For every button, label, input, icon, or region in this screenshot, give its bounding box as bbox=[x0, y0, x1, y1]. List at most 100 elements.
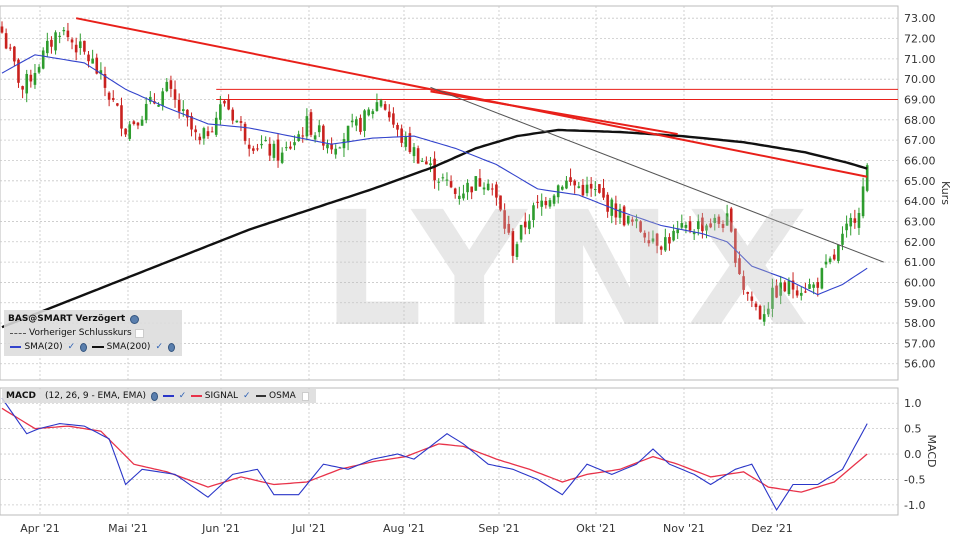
candle-body bbox=[41, 50, 45, 69]
check-icon[interactable]: ✓ bbox=[178, 391, 187, 401]
check-icon[interactable]: ✓ bbox=[155, 342, 163, 352]
candle-body bbox=[523, 221, 527, 228]
candle-body bbox=[532, 205, 535, 221]
candle-body bbox=[548, 200, 552, 207]
candle-body bbox=[91, 58, 94, 64]
candle-body bbox=[243, 123, 247, 141]
candle-body bbox=[569, 177, 572, 182]
macd-legend-params: (12, 26, 9 - EMA, EMA) bbox=[45, 391, 147, 401]
macd-panel bbox=[0, 387, 899, 516]
candle-body bbox=[668, 237, 671, 244]
legend-sma200: SMA(200) bbox=[106, 342, 151, 352]
candle-body bbox=[120, 105, 123, 129]
candle-body bbox=[767, 308, 770, 315]
candle-body bbox=[177, 99, 181, 112]
price-legend: BAS@SMART Verzögert Vorheriger Schlussku… bbox=[4, 310, 182, 356]
candle-body bbox=[165, 81, 169, 92]
candle-body bbox=[655, 233, 659, 246]
candle-body bbox=[647, 240, 651, 244]
candle-body bbox=[305, 116, 309, 137]
legend-sma20: SMA(20) bbox=[24, 342, 63, 352]
candle-body bbox=[116, 103, 119, 106]
candle-body bbox=[359, 117, 362, 132]
candle-body bbox=[845, 223, 848, 231]
globe-icon[interactable] bbox=[130, 314, 140, 324]
sma20-swatch-icon bbox=[10, 346, 22, 348]
candle-body bbox=[186, 109, 189, 118]
macd-tick-label: -1.0 bbox=[904, 499, 925, 512]
candle-body bbox=[383, 104, 387, 110]
candle-body bbox=[301, 135, 305, 137]
candle-body bbox=[392, 113, 395, 125]
candle-body bbox=[453, 188, 457, 194]
candle-body bbox=[37, 67, 41, 73]
candle-body bbox=[503, 210, 506, 229]
candle-body bbox=[738, 258, 741, 275]
candle-body bbox=[573, 180, 576, 186]
candle-body bbox=[598, 184, 601, 193]
price-tick-label: 71.00 bbox=[904, 53, 936, 66]
candle-body bbox=[309, 112, 313, 135]
month-tick-label: Jul '21 bbox=[291, 522, 326, 535]
candle-body bbox=[375, 102, 379, 111]
candle-body bbox=[631, 219, 634, 222]
candle-body bbox=[441, 177, 445, 179]
candle-body bbox=[865, 165, 869, 191]
check-icon[interactable]: ✓ bbox=[67, 342, 76, 352]
month-tick-label: Okt '21 bbox=[576, 522, 616, 535]
candle-body bbox=[338, 147, 342, 149]
candle-body bbox=[289, 146, 292, 149]
candle-body bbox=[832, 254, 836, 260]
candle-body bbox=[849, 217, 853, 227]
check-icon[interactable]: ✓ bbox=[243, 391, 251, 401]
candle-body bbox=[346, 125, 350, 143]
lynx-watermark: LYNX bbox=[322, 178, 823, 362]
candle-body bbox=[21, 86, 24, 90]
price-tick-label: 72.00 bbox=[904, 33, 936, 46]
candle-body bbox=[561, 186, 564, 190]
candle-body bbox=[355, 119, 358, 126]
candle-body bbox=[78, 41, 82, 49]
macd-legend-osma: OSMA bbox=[269, 391, 296, 401]
candle-body bbox=[692, 231, 696, 235]
candle-body bbox=[495, 184, 498, 198]
globe-icon[interactable] bbox=[168, 342, 176, 352]
candle-body bbox=[593, 188, 597, 190]
price-tick-label: 67.00 bbox=[904, 134, 936, 147]
candle-body bbox=[783, 282, 787, 292]
candle-body bbox=[425, 161, 428, 165]
sma20-line bbox=[1, 54, 868, 296]
price-tick-label: 58.00 bbox=[904, 317, 936, 330]
candle-body bbox=[606, 194, 609, 212]
price-tick-label: 69.00 bbox=[904, 94, 936, 107]
candle-body bbox=[198, 136, 202, 141]
toggle-icon[interactable] bbox=[301, 391, 309, 401]
candle-body bbox=[99, 70, 103, 75]
candle-body bbox=[519, 224, 523, 240]
candle-body bbox=[124, 128, 127, 135]
candle-body bbox=[214, 117, 218, 135]
candle-body bbox=[350, 120, 354, 123]
candle-body bbox=[643, 232, 647, 238]
macd-tick-label: -0.5 bbox=[904, 473, 925, 486]
candle-body bbox=[387, 111, 391, 118]
candle-body bbox=[511, 230, 515, 256]
candle-body bbox=[474, 176, 478, 191]
globe-icon[interactable] bbox=[80, 342, 88, 352]
month-tick-label: Aug '21 bbox=[383, 522, 425, 535]
candle-body bbox=[709, 223, 712, 228]
globe-icon[interactable] bbox=[151, 391, 159, 401]
candle-body bbox=[371, 111, 375, 115]
candle-body bbox=[458, 195, 461, 200]
osma-swatch-icon bbox=[255, 395, 267, 397]
legend-title: BAS@SMART Verzögert bbox=[8, 314, 126, 324]
candle-body bbox=[701, 217, 704, 232]
candle-body bbox=[437, 181, 441, 183]
candle-body bbox=[144, 103, 148, 121]
candle-body bbox=[326, 144, 329, 149]
candle-body bbox=[396, 124, 399, 130]
candle-body bbox=[721, 224, 725, 228]
candle-body bbox=[853, 218, 857, 223]
toggle-icon[interactable] bbox=[134, 328, 144, 338]
macd-tick-label: 0.0 bbox=[904, 448, 922, 461]
